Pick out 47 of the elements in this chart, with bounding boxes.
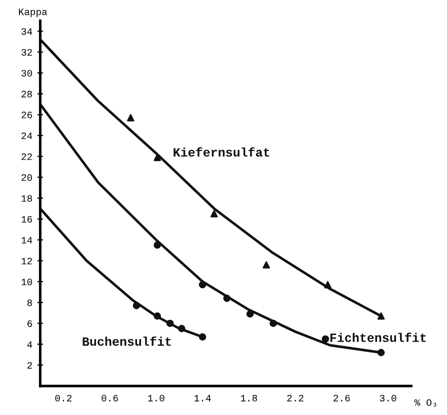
x-tick-label: 1.8: [240, 394, 258, 402]
point: [178, 324, 186, 332]
point: [198, 333, 206, 341]
point: [154, 312, 161, 320]
y-tick-label: 18: [22, 195, 32, 202]
y-tick-label: 16: [22, 216, 32, 223]
y-tick-label: 26: [22, 112, 32, 118]
y-tick-label: 12: [22, 258, 32, 264]
point: [223, 294, 231, 302]
series-label: Fichtensulfit: [330, 332, 426, 342]
point: [262, 261, 270, 269]
point: [377, 348, 385, 356]
series-label: Kiefernsulfat: [174, 147, 270, 157]
y-tick-label: 4: [27, 341, 32, 348]
y-tick-label: 22: [22, 153, 32, 160]
point: [246, 310, 254, 318]
x-tick-label: 0.6: [102, 394, 118, 402]
y-tick-label: 24: [22, 132, 32, 140]
point: [166, 320, 174, 327]
y-tick-label: 10: [22, 278, 32, 286]
point: [198, 281, 206, 288]
x-tick-label: 1.0: [148, 394, 164, 402]
y-tick-label: 14: [22, 236, 32, 244]
y-tick-label: 32: [22, 49, 32, 56]
y-tick-label: 6: [27, 320, 32, 327]
point: [270, 320, 277, 327]
x-tick-label: 0.2: [55, 394, 72, 402]
y-tick-label: 34: [22, 28, 32, 35]
x-tick-label: 3.0: [380, 394, 396, 402]
y-axis-title: Kappa: [18, 8, 48, 18]
point: [127, 114, 134, 122]
point: [154, 241, 161, 249]
x-axis-title: % O₃: [414, 399, 436, 407]
point: [210, 210, 218, 218]
point: [377, 312, 385, 320]
x-tick-label: 1.4: [194, 394, 211, 402]
y-tick-label: 2: [27, 362, 32, 369]
x-tick-label: 2.2: [287, 394, 304, 402]
series-label: Buchensulfit: [82, 336, 171, 346]
y-tick-label: 30: [22, 70, 32, 77]
y-tick-label: 20: [22, 174, 32, 181]
y-tick-label: 28: [22, 90, 32, 98]
point: [322, 335, 330, 343]
point: [132, 302, 140, 310]
point: [324, 281, 332, 288]
y-tick-label: 8: [27, 299, 32, 306]
x-tick-label: 2.6: [334, 394, 350, 402]
